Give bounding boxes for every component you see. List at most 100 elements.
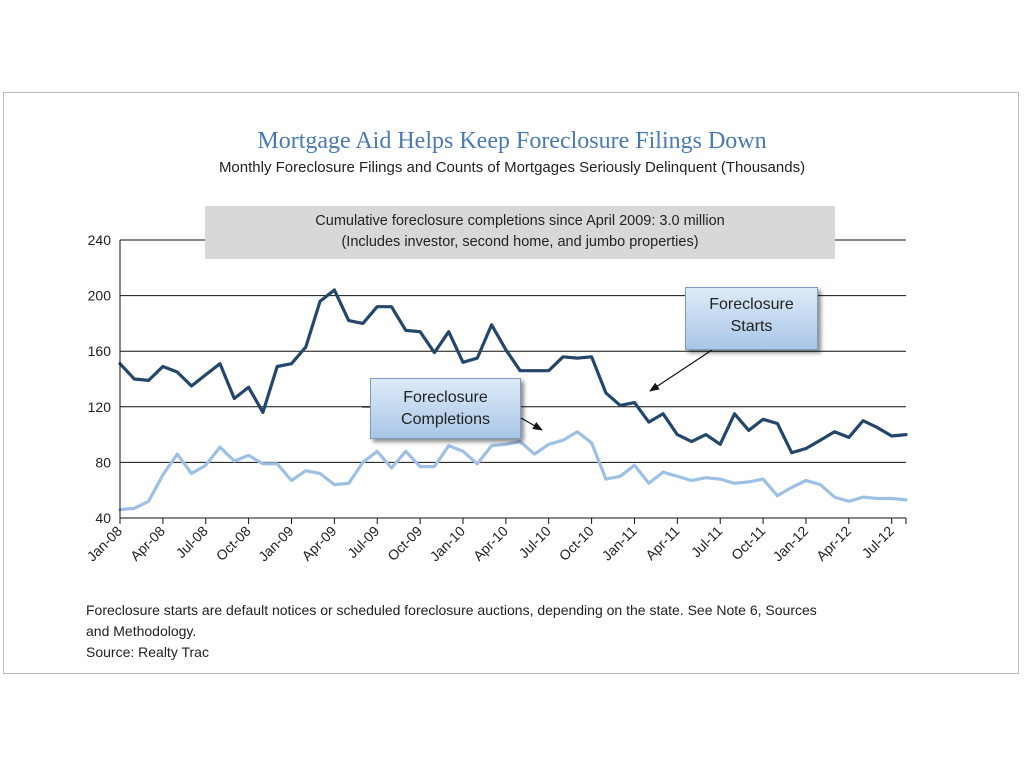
foreclosure-completions-point <box>504 443 508 446</box>
starts-callout-arrow <box>649 349 713 392</box>
x-tick-label-Apr-11: Apr-11 <box>642 523 682 563</box>
foreclosure-completions-point <box>204 463 207 467</box>
foreclosure-completions-callout: Foreclosure Completions <box>370 378 521 439</box>
foreclosure-completions-point <box>833 495 836 499</box>
y-tick-label-40: 40 <box>95 510 111 526</box>
foreclosure-completions-point <box>390 466 393 470</box>
y-tick-label-120: 120 <box>88 399 112 415</box>
x-tick-label-Apr-12: Apr-12 <box>813 523 854 564</box>
foreclosure-starts-point <box>904 433 908 436</box>
foreclosure-completions-point <box>533 452 536 456</box>
foreclosure-completions-point <box>333 483 336 486</box>
footer-notes: Foreclosure starts are default notices o… <box>86 600 946 663</box>
foreclosure-starts-point <box>361 322 365 325</box>
foreclosure-completions-point <box>290 479 293 482</box>
foreclosure-completions-point <box>361 461 365 464</box>
foreclosure-completions-point <box>261 462 265 465</box>
foreclosure-completions-point <box>618 475 622 478</box>
x-tick-label-Apr-10: Apr-10 <box>470 523 511 564</box>
x-tick-label-Jul-11: Jul-11 <box>688 523 726 561</box>
y-tick-label-240: 240 <box>88 232 112 248</box>
foreclosure-starts-point <box>418 330 422 333</box>
foreclosure-completions-point <box>418 465 422 468</box>
cumulative-note-box: Cumulative foreclosure completions since… <box>205 206 835 259</box>
foreclosure-starts-point <box>290 362 293 365</box>
foreclosure-starts-point <box>147 379 150 382</box>
completions-callout-arrow <box>520 417 543 431</box>
foreclosure-completions-point <box>790 486 793 489</box>
foreclosure-starts-point <box>847 436 851 439</box>
foreclosure-starts-point <box>861 419 865 422</box>
foreclosure-starts-point <box>247 386 250 389</box>
foreclosure-starts-point <box>719 443 722 446</box>
x-tick-label-Jul-08: Jul-08 <box>173 523 211 561</box>
cumulative-note-line-1: Cumulative foreclosure completions since… <box>315 213 725 229</box>
foreclosure-starts-point <box>518 369 522 372</box>
foreclosure-starts-point <box>461 361 465 364</box>
foreclosure-completions-point <box>147 500 150 503</box>
foreclosure-completions-point <box>861 495 865 499</box>
foreclosure-starts-point <box>819 438 822 442</box>
x-tick-label-Apr-09: Apr-09 <box>298 523 339 564</box>
foreclosure-completions-point <box>233 459 236 463</box>
foreclosure-starts-point <box>633 401 636 404</box>
y-tick-label-80: 80 <box>95 454 111 470</box>
foreclosure-starts-point <box>161 365 165 368</box>
foreclosure-starts-point <box>790 451 793 454</box>
foreclosure-starts-point <box>604 391 608 395</box>
foreclosure-starts-point <box>547 369 550 372</box>
y-tick-label-160: 160 <box>88 343 112 359</box>
x-tick-label-Oct-11: Oct-11 <box>728 523 768 563</box>
foreclosure-completions-point <box>161 473 165 477</box>
foreclosure-completions-point <box>661 470 665 474</box>
foreclosure-starts-point <box>776 422 779 425</box>
foreclosure-completions-point <box>561 438 565 442</box>
foreclosure-starts-point <box>618 404 622 407</box>
foreclosure-completions-point <box>576 430 579 434</box>
foreclosure-completions-point <box>633 463 636 467</box>
foreclosure-completions-point <box>761 477 765 481</box>
foreclosure-completions-point <box>518 440 522 443</box>
x-tick-label-Oct-08: Oct-08 <box>213 523 254 564</box>
foreclosure-completions-point <box>704 476 708 479</box>
foreclosure-starts-point <box>190 384 193 388</box>
foreclosure-starts-point <box>804 447 808 450</box>
foreclosure-completions-point <box>876 497 879 500</box>
foreclosure-completions-point <box>404 450 408 453</box>
foreclosure-starts-point <box>261 411 265 414</box>
foreclosure-completions-line <box>118 430 908 512</box>
x-tick-label-Jan-12: Jan-12 <box>769 523 811 565</box>
foreclosure-completions-point <box>218 445 222 449</box>
foreclosure-starts-point <box>304 345 307 349</box>
foreclosure-starts-point <box>561 355 565 358</box>
foreclosure-completions-point <box>604 477 608 481</box>
foreclosure-completions-point <box>304 469 307 472</box>
foreclosure-completions-point <box>719 477 722 481</box>
foreclosure-starts-point <box>233 397 236 400</box>
foreclosure-completions-point <box>490 444 493 447</box>
foreclosure-completions-callout-label: Foreclosure Completions <box>401 389 490 428</box>
foreclosure-completions-point <box>590 441 593 445</box>
foreclosure-completions-point <box>647 482 650 485</box>
chart-title: Mortgage Aid Helps Keep Foreclosure Fili… <box>257 128 767 154</box>
foreclosure-completions-point <box>733 482 736 485</box>
foreclosure-starts-point <box>276 365 279 368</box>
foreclosure-completions-point <box>175 452 179 456</box>
foreclosure-starts-point <box>447 330 450 333</box>
foreclosure-completions-point <box>461 450 465 453</box>
foreclosure-completions-point <box>776 494 779 497</box>
foreclosure-completions-point <box>890 497 893 500</box>
foreclosure-completions-point <box>247 454 250 457</box>
x-tick-label-Jul-12: Jul-12 <box>859 523 897 561</box>
footer-line-2: and Methodology. <box>86 623 197 639</box>
foreclosure-starts-point <box>376 305 379 308</box>
x-tick-label-Oct-10: Oct-10 <box>556 523 597 564</box>
foreclosure-starts-point <box>504 348 508 352</box>
x-tick-label-Jul-09: Jul-09 <box>344 523 382 561</box>
foreclosure-starts-point <box>661 412 665 415</box>
cumulative-note-line-2: (Includes investor, second home, and jum… <box>341 234 699 250</box>
foreclosure-completions-point <box>690 479 693 482</box>
foreclosure-starts-point <box>133 377 136 381</box>
foreclosure-completions-point <box>819 483 822 486</box>
